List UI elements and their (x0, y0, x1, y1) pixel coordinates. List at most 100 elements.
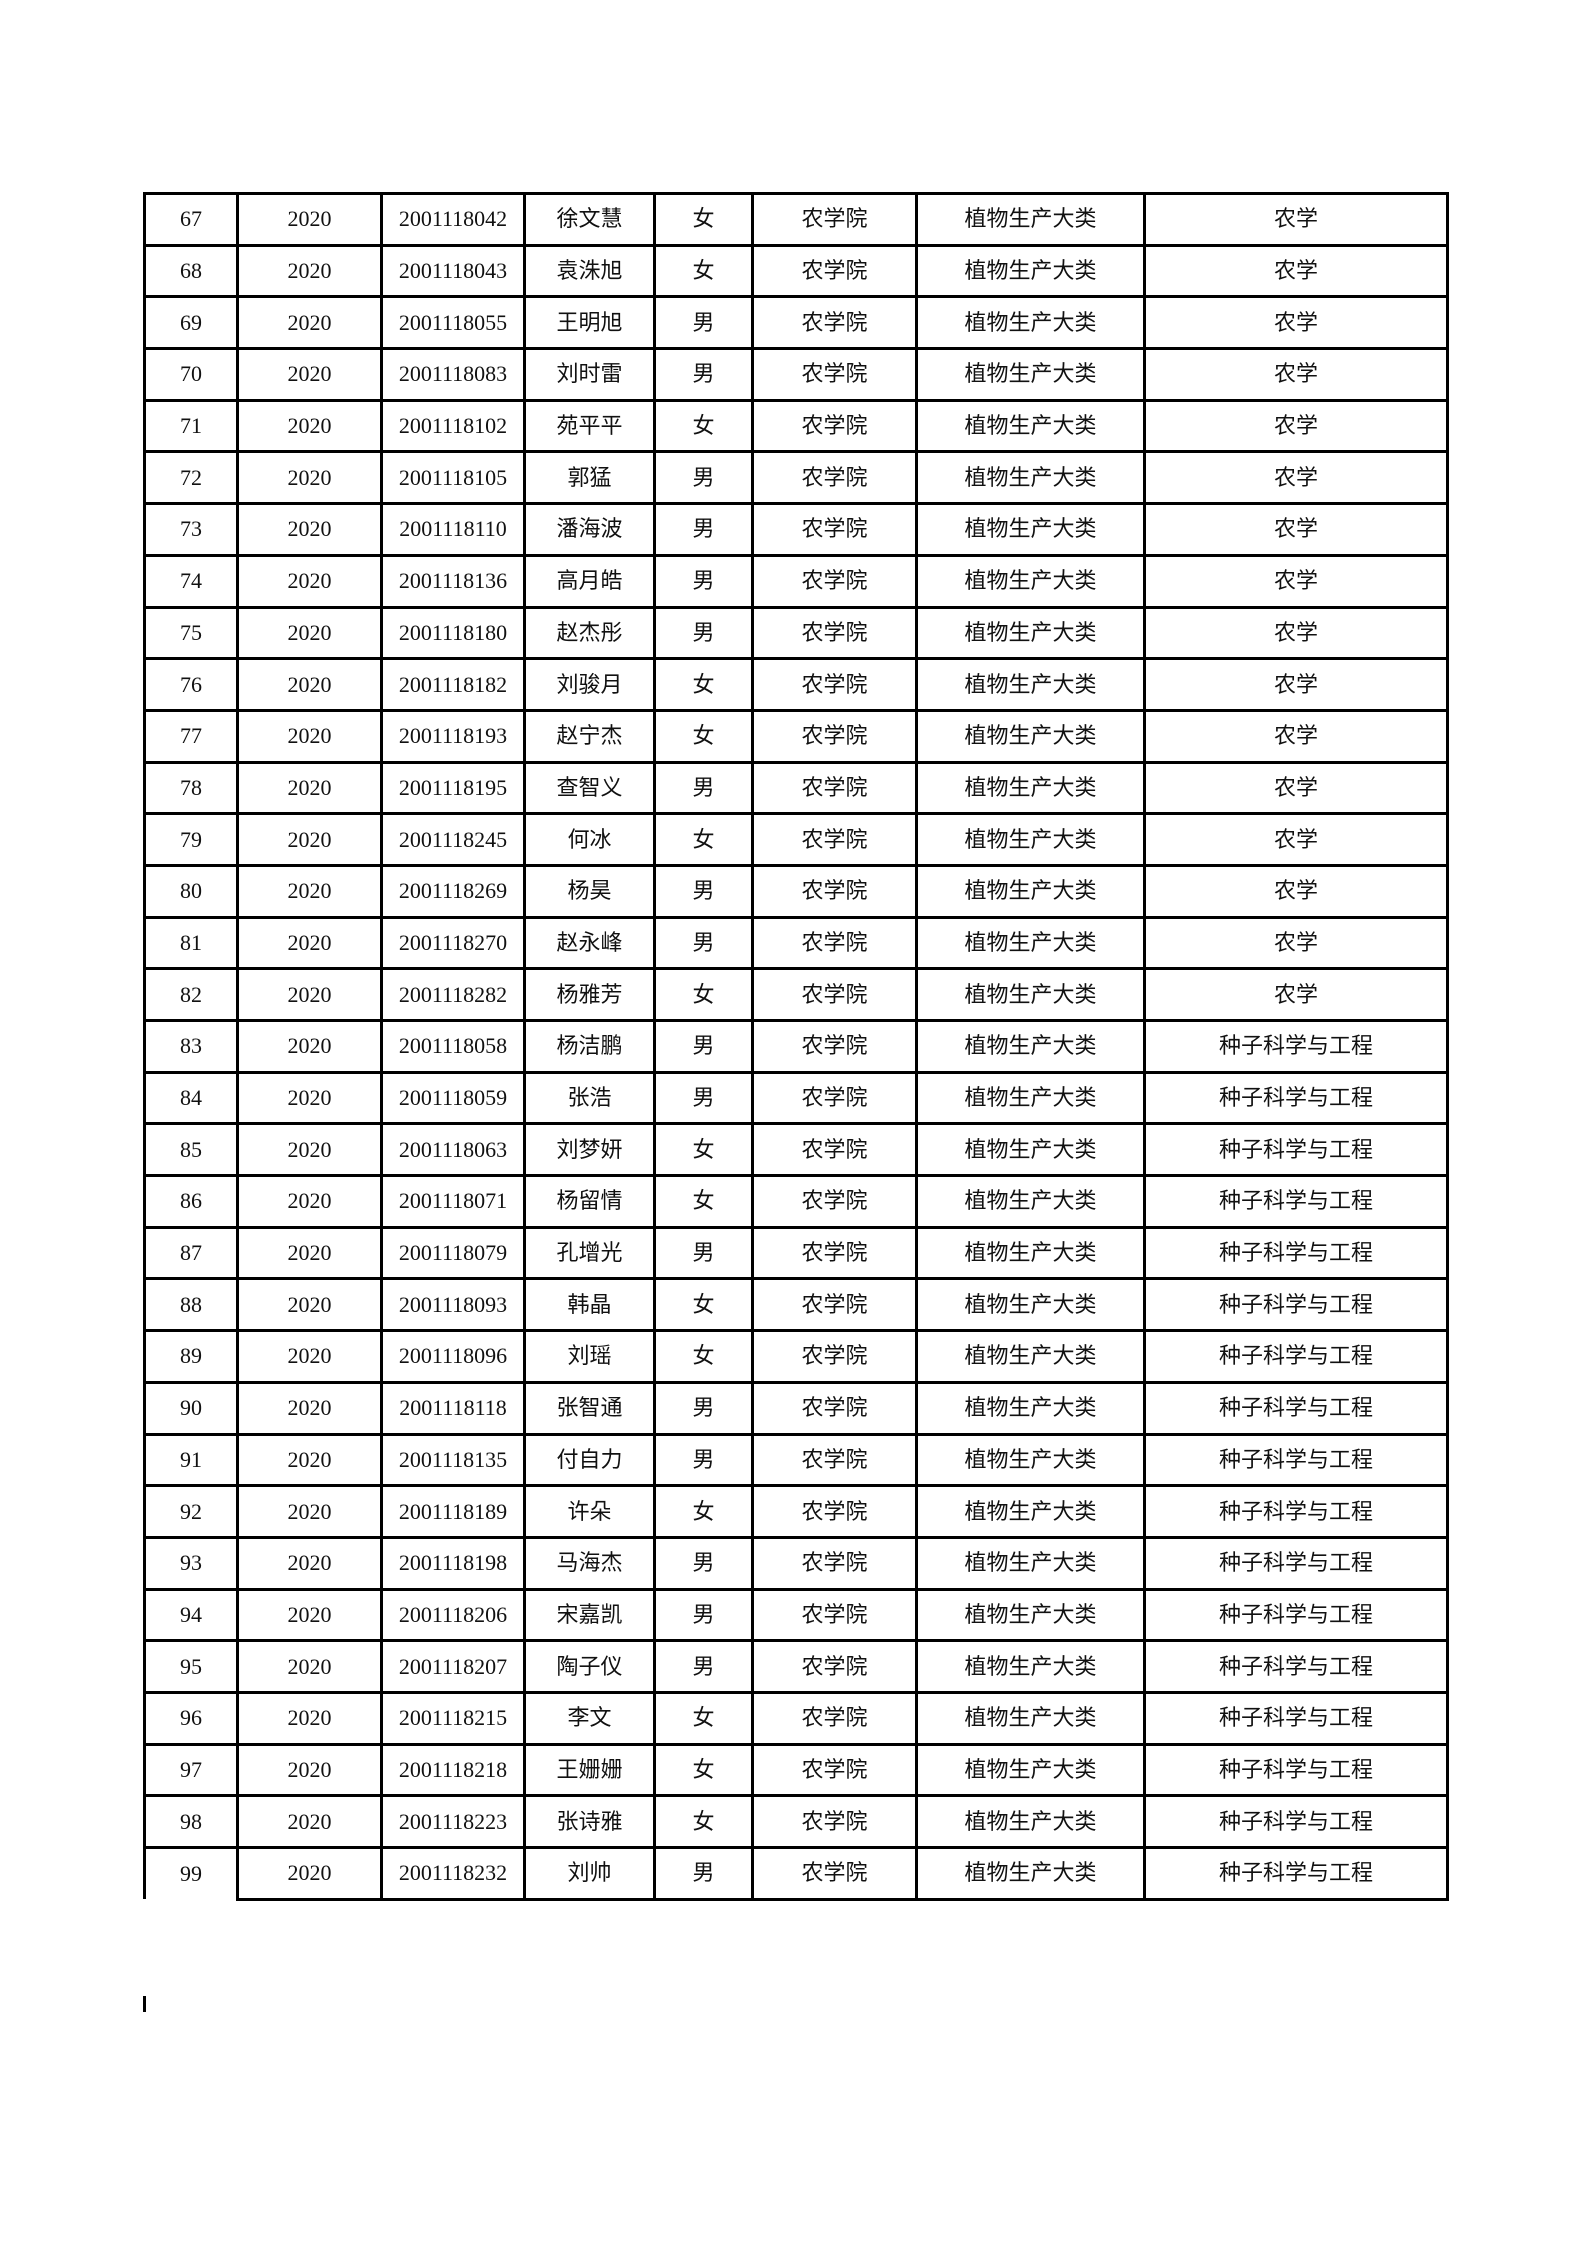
student-name-cell: 刘时雷 (523, 347, 656, 402)
grade-cell: 2020 (236, 1742, 383, 1798)
major-cell: 农学 (1143, 708, 1449, 764)
table-row: 68 2020 2001118043 袁洙旭女农学院 植物生产大类 农学 (143, 243, 1449, 299)
gender-cell: 女 (653, 192, 754, 247)
major-category-cell: 植物生产大类 (915, 450, 1146, 506)
table-row: 69 2020 2001118055 王明旭男农学院 植物生产大类 农学 (143, 295, 1449, 351)
student-name-cell: 何冰 (523, 812, 656, 867)
major-category-cell: 植物生产大类 (915, 1329, 1146, 1384)
major-category-cell: 植物生产大类 (915, 1639, 1146, 1694)
row-number-cell: 80 (143, 863, 239, 919)
major-cell: 农学 (1143, 812, 1449, 867)
student-id-cell: 2001118135 (380, 1432, 526, 1488)
major-cell: 种子科学与工程 (1143, 1587, 1449, 1643)
student-id-cell: 2001118198 (380, 1535, 526, 1591)
student-table: 67 2020 2001118042 徐文慧女农学院 植物生产大类 农学 68 2020 200… (143, 192, 1449, 1901)
major-category-cell: 植物生产大类 (915, 1432, 1146, 1488)
major-category-cell: 植物生产大类 (915, 863, 1146, 919)
table-row: 88 2020 2001118093 韩晶女农学院 植物生产大类 种子科学与工程 (143, 1277, 1449, 1333)
student-name-cell: 宋嘉凯 (523, 1587, 656, 1643)
row-number-cell: 98 (143, 1794, 239, 1849)
row-number-cell: 96 (143, 1690, 239, 1746)
gender-cell: 女 (653, 1329, 754, 1384)
college-cell: 农学院 (751, 1225, 918, 1281)
student-id-cell: 2001118043 (380, 243, 526, 299)
major-cell: 农学 (1143, 553, 1449, 609)
student-name-cell: 苑平平 (523, 398, 656, 454)
major-category-cell: 植物生产大类 (915, 657, 1146, 712)
college-cell: 农学院 (751, 967, 918, 1022)
gender-cell: 男 (653, 553, 754, 609)
grade-cell: 2020 (236, 1277, 383, 1333)
college-cell: 农学院 (751, 1122, 918, 1178)
college-cell: 农学院 (751, 1587, 918, 1643)
gender-cell: 男 (653, 1225, 754, 1281)
college-cell: 农学院 (751, 1432, 918, 1488)
row-number-cell: 93 (143, 1535, 239, 1591)
table-row: 75 2020 2001118180 赵杰彤男农学院 植物生产大类 农学 (143, 605, 1449, 661)
table-row: 84 2020 2001118059 张浩男农学院 植物生产大类 种子科学与工程 (143, 1070, 1449, 1126)
student-name-cell: 付自力 (523, 1432, 656, 1488)
college-cell: 农学院 (751, 708, 918, 764)
row-number-cell: 94 (143, 1587, 239, 1643)
college-cell: 农学院 (751, 657, 918, 712)
college-cell: 农学院 (751, 1690, 918, 1746)
student-id-cell: 2001118118 (380, 1380, 526, 1436)
row-number-cell: 76 (143, 657, 239, 712)
college-cell: 农学院 (751, 1794, 918, 1849)
gender-cell: 男 (653, 295, 754, 351)
student-name-cell: 王姗姗 (523, 1742, 656, 1798)
grade-cell: 2020 (236, 295, 383, 351)
row-number-cell: 69 (143, 295, 239, 351)
college-cell: 农学院 (751, 1070, 918, 1126)
major-category-cell: 植物生产大类 (915, 1122, 1146, 1178)
student-id-cell: 2001118096 (380, 1329, 526, 1384)
major-category-cell: 植物生产大类 (915, 347, 1146, 402)
table-row: 85 2020 2001118063 刘梦妍女农学院 植物生产大类 种子科学与工程 (143, 1122, 1449, 1178)
gender-cell: 男 (653, 450, 754, 506)
row-number-cell: 91 (143, 1432, 239, 1488)
student-id-cell: 2001118193 (380, 708, 526, 764)
student-name-cell: 陶子仪 (523, 1639, 656, 1694)
row-number-cell: 86 (143, 1174, 239, 1229)
student-name-cell: 查智义 (523, 760, 656, 816)
student-id-cell: 2001118110 (380, 502, 526, 557)
grade-cell: 2020 (236, 553, 383, 609)
major-category-cell: 植物生产大类 (915, 1070, 1146, 1126)
grade-cell: 2020 (236, 1380, 383, 1436)
row-number-cell: 68 (143, 243, 239, 299)
gender-cell: 男 (653, 605, 754, 661)
grade-cell: 2020 (236, 192, 383, 247)
major-cell: 农学 (1143, 657, 1449, 712)
table-row: 78 2020 2001118195 查智义男农学院 植物生产大类 农学 (143, 760, 1449, 816)
grade-cell: 2020 (236, 1690, 383, 1746)
college-cell: 农学院 (751, 450, 918, 506)
major-category-cell: 植物生产大类 (915, 1535, 1146, 1591)
major-cell: 种子科学与工程 (1143, 1690, 1449, 1746)
student-id-cell: 2001118093 (380, 1277, 526, 1333)
student-name-cell: 马海杰 (523, 1535, 656, 1591)
grade-cell: 2020 (236, 967, 383, 1022)
row-number-cell: 70 (143, 347, 239, 402)
student-id-cell: 2001118189 (380, 1484, 526, 1539)
grade-cell: 2020 (236, 1019, 383, 1074)
major-cell: 种子科学与工程 (1143, 1070, 1449, 1126)
grade-cell: 2020 (236, 502, 383, 557)
student-id-cell: 2001118083 (380, 347, 526, 402)
student-id-cell: 2001118270 (380, 915, 526, 971)
major-cell: 种子科学与工程 (1143, 1794, 1449, 1849)
major-cell: 种子科学与工程 (1143, 1432, 1449, 1488)
gender-cell: 女 (653, 1484, 754, 1539)
student-name-cell: 潘海波 (523, 502, 656, 557)
gender-cell: 男 (653, 1432, 754, 1488)
college-cell: 农学院 (751, 295, 918, 351)
student-id-cell: 2001118059 (380, 1070, 526, 1126)
student-name-cell: 郭猛 (523, 450, 656, 506)
student-name-cell: 刘瑶 (523, 1329, 656, 1384)
student-name-cell: 袁洙旭 (523, 243, 656, 299)
student-id-cell: 2001118071 (380, 1174, 526, 1229)
row-number-cell: 89 (143, 1329, 239, 1384)
college-cell: 农学院 (751, 1846, 918, 1901)
college-cell: 农学院 (751, 812, 918, 867)
college-cell: 农学院 (751, 1639, 918, 1694)
student-id-cell: 2001118042 (380, 192, 526, 247)
